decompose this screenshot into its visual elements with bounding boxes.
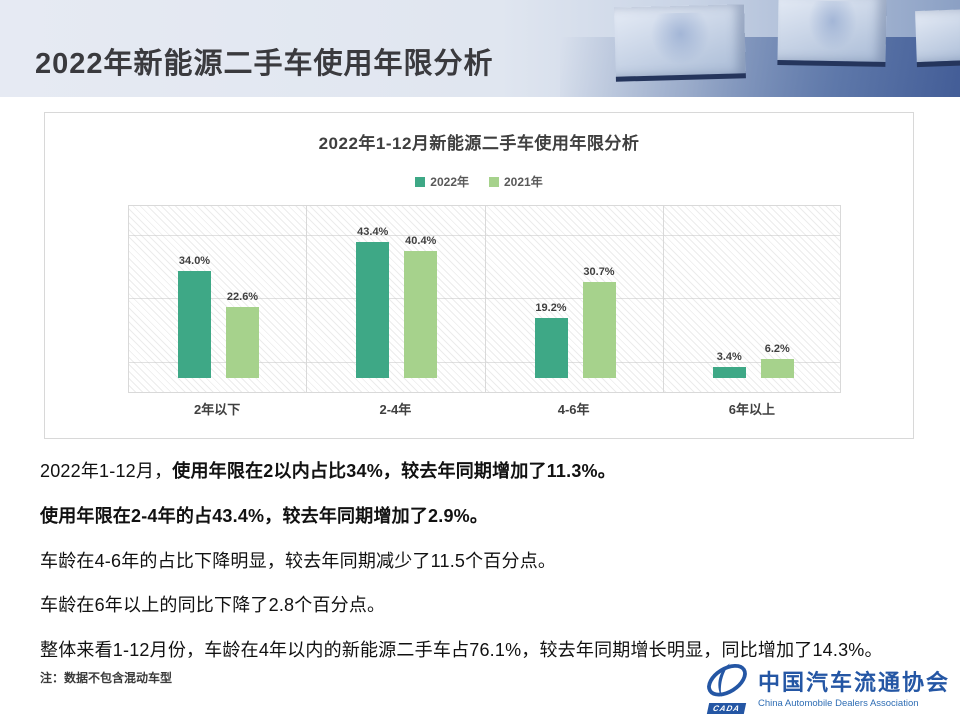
org-name-cn: 中国汽车流通协会	[757, 670, 950, 695]
paragraph: 车龄在4-6年的占比下降明显，较去年同期减少了11.5个百分点。	[40, 551, 557, 571]
legend-swatch-2022	[415, 176, 426, 187]
cube-graphic	[614, 4, 746, 82]
cada-swirl-icon	[707, 663, 747, 698]
footnote: 注：数据不包含混动车型	[40, 671, 173, 685]
bar-value-label: 40.4%	[405, 235, 437, 247]
x-axis-label: 2-4年	[379, 402, 412, 417]
category-slot: 34.0% 22.6%	[129, 206, 308, 392]
org-logo: CADA 中国汽车流通协会 China Automobile Dealers A…	[704, 660, 950, 714]
chart-title: 2022年1-12月新能源二手车使用年限分析	[318, 134, 640, 153]
bar-value-label: 19.2%	[535, 302, 567, 314]
cada-acronym: CADA	[707, 703, 747, 714]
bar-2022年-2-4年	[356, 242, 390, 378]
paragraph: 2022年1-12月，使用年限在2以内占比34%，较去年同期增加了11.3%。	[40, 461, 616, 481]
x-axis-label: 6年以上	[728, 402, 775, 417]
legend-label: 2021年	[504, 175, 543, 189]
x-axis: 2年以下 2-4年 4-6年 6年以上	[128, 399, 841, 419]
bar-value-label: 30.7%	[583, 266, 615, 278]
cube-graphic	[915, 8, 960, 68]
org-name-en: China Automobile Dealers Association	[757, 698, 919, 709]
category-slot: 43.4% 40.4%	[307, 206, 486, 392]
cube-graphic	[777, 0, 887, 67]
bar-2021年-4-6年	[582, 282, 616, 378]
page-title: 2022年新能源二手车使用年限分析	[35, 48, 494, 80]
legend-item-2021: 2021年	[489, 173, 543, 190]
bar-2022年-4-6年	[534, 318, 568, 378]
chart-legend: 2022年 2021年	[45, 173, 913, 190]
legend-swatch-2021	[489, 176, 499, 187]
paragraph: 整体来看1-12月份，车龄在4年以内的新能源二手车占76.1%，较去年同期增长明…	[40, 640, 883, 660]
category-slot: 3.4% 6.2%	[664, 206, 842, 392]
bar-2021年-2-4年	[404, 251, 438, 378]
bar-value-label: 6.2%	[764, 343, 790, 355]
bar-2021年-2年以下	[226, 307, 259, 378]
paragraph: 车龄在6年以上的同比下降了2.8个百分点。	[40, 595, 386, 615]
bar-value-label: 22.6%	[226, 291, 259, 303]
bar-value-label: 3.4%	[716, 351, 742, 363]
legend-item-2022: 2022年	[415, 173, 469, 190]
bar-2022年-2年以下	[178, 271, 211, 378]
x-axis-label: 2年以下	[194, 402, 241, 417]
legend-label: 2022年	[430, 175, 469, 189]
header-banner: 2022年新能源二手车使用年限分析	[0, 0, 960, 97]
bar-2021年-6年以上	[760, 359, 794, 378]
plot-area: 34.0% 22.6% 43.4% 40.4% 19.2% 30.7% 3.4% 6.2%	[128, 205, 841, 393]
paragraph: 使用年限在2-4年的占43.4%，较去年同期增加了2.9%。	[40, 506, 489, 526]
bar-value-label: 43.4%	[357, 226, 389, 238]
bar-value-label: 34.0%	[178, 255, 211, 267]
x-axis-label: 4-6年	[557, 402, 590, 417]
category-slot: 19.2% 30.7%	[486, 206, 664, 392]
header-cubes-photo	[560, 0, 960, 97]
bar-2022年-6年以上	[712, 367, 746, 378]
chart-card: 2022年1-12月新能源二手车使用年限分析 2022年 2021年 34.0%…	[44, 112, 914, 439]
